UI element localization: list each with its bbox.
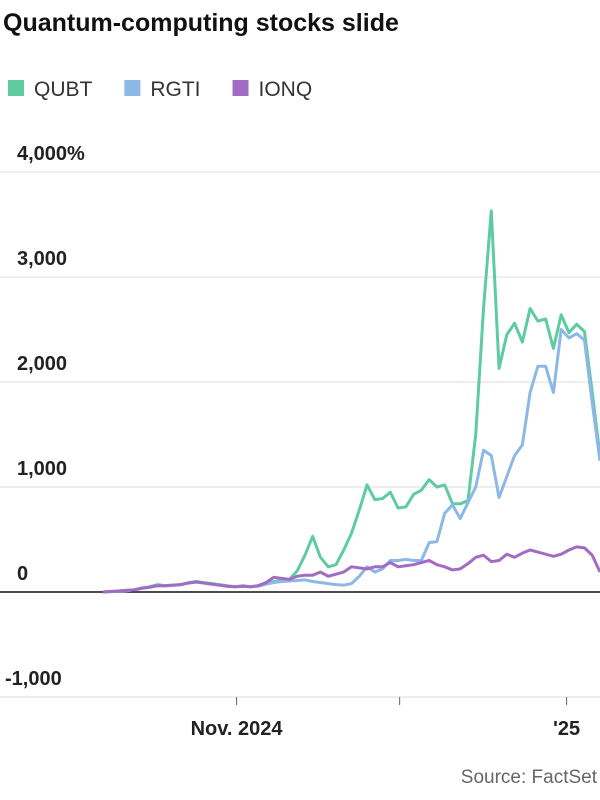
chart-title: Quantum-computing stocks slide — [3, 9, 399, 37]
source: Source: FactSet — [461, 767, 598, 788]
legend-label: IONQ — [259, 78, 313, 101]
series-line — [102, 209, 600, 594]
y-tick-label: 3,000 — [17, 248, 67, 270]
legend-swatch — [232, 80, 249, 96]
x-tick-label: Nov. 2024 — [191, 718, 284, 740]
legend-label: QUBT — [34, 78, 93, 101]
legend-swatch — [8, 80, 24, 96]
y-tick-label: 1,000 — [17, 458, 67, 480]
y-tick-label: 0 — [17, 563, 28, 585]
y-tick-label: -1,000 — [5, 668, 62, 690]
y-tick-label: 2,000 — [17, 353, 67, 375]
series-line — [102, 545, 600, 594]
x-tick-label: '25 — [553, 718, 580, 740]
legend-swatch — [124, 80, 141, 96]
legend-label: RGTI — [150, 78, 200, 101]
y-tick-label: 4,000% — [17, 143, 85, 165]
